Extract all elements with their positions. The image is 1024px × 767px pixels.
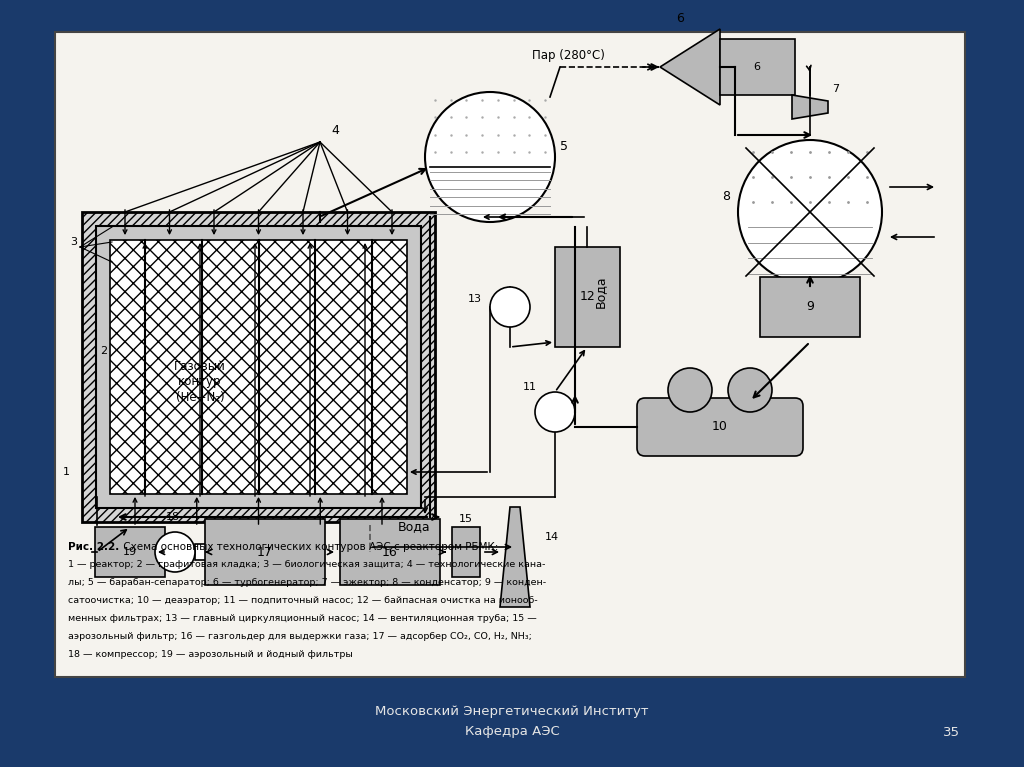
FancyBboxPatch shape xyxy=(637,398,803,456)
Text: 6: 6 xyxy=(754,62,761,72)
Text: 3: 3 xyxy=(70,237,77,247)
Text: 1: 1 xyxy=(63,467,70,477)
Text: 7: 7 xyxy=(831,84,839,94)
Text: лы; 5 — барабан-сепаратор; 6 — турбогенератор; 7 — эжектор; 8 — конденсатор; 9 —: лы; 5 — барабан-сепаратор; 6 — турбогене… xyxy=(68,578,546,587)
Text: 9: 9 xyxy=(806,301,814,314)
Circle shape xyxy=(535,392,575,432)
Circle shape xyxy=(155,532,195,572)
Circle shape xyxy=(728,368,772,412)
Text: 2: 2 xyxy=(100,347,108,357)
Bar xyxy=(55,32,965,677)
Text: Схема основных технологических контуров АЭС с реактором РБМК:: Схема основных технологических контуров … xyxy=(120,542,499,552)
Polygon shape xyxy=(500,507,530,607)
Circle shape xyxy=(668,368,712,412)
Polygon shape xyxy=(792,95,828,119)
Text: 18 — компрессор; 19 — аэрозольный и йодный фильтры: 18 — компрессор; 19 — аэрозольный и йодн… xyxy=(68,650,353,659)
Text: 5: 5 xyxy=(560,140,568,153)
Bar xyxy=(760,277,860,337)
Circle shape xyxy=(425,92,555,222)
Bar xyxy=(95,527,165,577)
Text: Рис. 2.2.: Рис. 2.2. xyxy=(68,542,119,552)
Text: Газовый
контур
(He+N₂): Газовый контур (He+N₂) xyxy=(174,360,226,403)
Bar xyxy=(195,544,210,560)
Text: 12: 12 xyxy=(580,291,595,304)
Text: 11: 11 xyxy=(523,382,537,392)
Text: 13: 13 xyxy=(468,294,482,304)
Text: 15: 15 xyxy=(459,514,473,524)
Text: сатоочистка; 10 — деаэратор; 11 — подпиточный насос; 12 — байпасная очистка на и: сатоочистка; 10 — деаэратор; 11 — подпит… xyxy=(68,596,538,605)
Text: 8: 8 xyxy=(722,190,730,203)
Text: 10: 10 xyxy=(712,420,728,433)
Text: аэрозольный фильтр; 16 — газгольдер для выдержки газа; 17 — адсорбер CO₂, CO, H₂: аэрозольный фильтр; 16 — газгольдер для … xyxy=(68,632,531,641)
Bar xyxy=(96,226,421,508)
Text: 14: 14 xyxy=(545,532,559,542)
Bar xyxy=(720,39,795,95)
Circle shape xyxy=(490,287,530,327)
Bar xyxy=(340,519,440,585)
Text: 1 — реактор; 2 — графитовая кладка; 3 — биологическая защита; 4 — технологически: 1 — реактор; 2 — графитовая кладка; 3 — … xyxy=(68,560,546,569)
Text: 6: 6 xyxy=(676,12,684,25)
Text: менных фильтрах; 13 — главный циркуляционный насос; 14 — вентиляционная труба; 1: менных фильтрах; 13 — главный циркуляцио… xyxy=(68,614,537,623)
Bar xyxy=(82,212,435,522)
Bar xyxy=(110,240,407,494)
Text: Вода: Вода xyxy=(397,521,430,534)
Text: Вода: Вода xyxy=(594,275,606,308)
Text: Кафедра АЭС: Кафедра АЭС xyxy=(465,726,559,739)
Text: Московский Энергетический Институт: Московский Энергетический Институт xyxy=(375,706,649,719)
Polygon shape xyxy=(660,29,720,105)
Text: 19: 19 xyxy=(123,547,137,557)
Text: 17: 17 xyxy=(257,545,273,558)
Text: 16: 16 xyxy=(382,545,398,558)
Text: Пар (280°C): Пар (280°C) xyxy=(531,48,604,61)
Bar xyxy=(205,519,325,585)
Text: 35: 35 xyxy=(943,726,961,739)
Bar xyxy=(555,247,620,347)
Bar xyxy=(452,527,480,577)
Circle shape xyxy=(738,140,882,284)
Text: 18: 18 xyxy=(166,512,180,522)
Text: 4: 4 xyxy=(331,123,339,137)
